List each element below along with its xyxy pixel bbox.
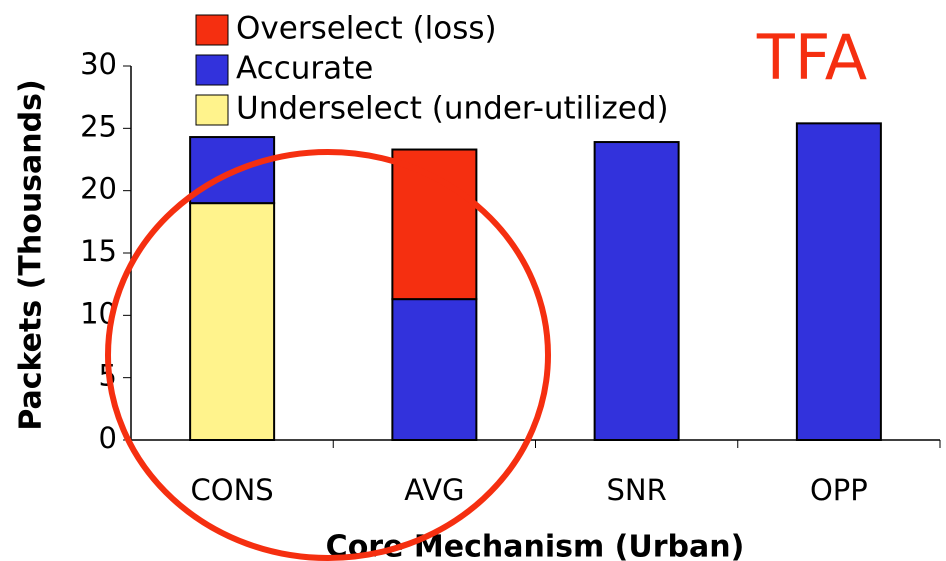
x-axis-title: Core Mechanism (Urban) (326, 530, 745, 561)
legend-swatch (195, 54, 229, 86)
y-tick-label: 0 (99, 421, 117, 455)
legend-label: Accurate (236, 51, 373, 87)
bar-segment (391, 298, 478, 442)
y-tick-label: 25 (80, 109, 117, 143)
annotation: TFA (756, 21, 867, 94)
bar-segment (795, 122, 882, 441)
x-tick-label: CONS (191, 473, 274, 507)
bar-segment (391, 148, 478, 301)
legend-label: Underselect (under-utilized) (236, 91, 669, 127)
legend-label: Overselect (loss) (236, 11, 497, 47)
x-tick-label: OPP (810, 473, 868, 507)
y-tick-label: 20 (80, 172, 117, 206)
y-tick-label: 15 (80, 234, 117, 268)
y-axis-title: Packets (Thousands) (14, 79, 49, 430)
legend-swatch (195, 14, 229, 46)
x-tick-label: AVG (404, 473, 464, 507)
legend-swatch (195, 94, 229, 126)
bar-segment (593, 141, 680, 441)
y-tick-label: 30 (80, 47, 117, 81)
bar-segment (189, 202, 276, 441)
x-tick-label: SNR (606, 473, 666, 507)
highlight-circle (105, 149, 551, 561)
